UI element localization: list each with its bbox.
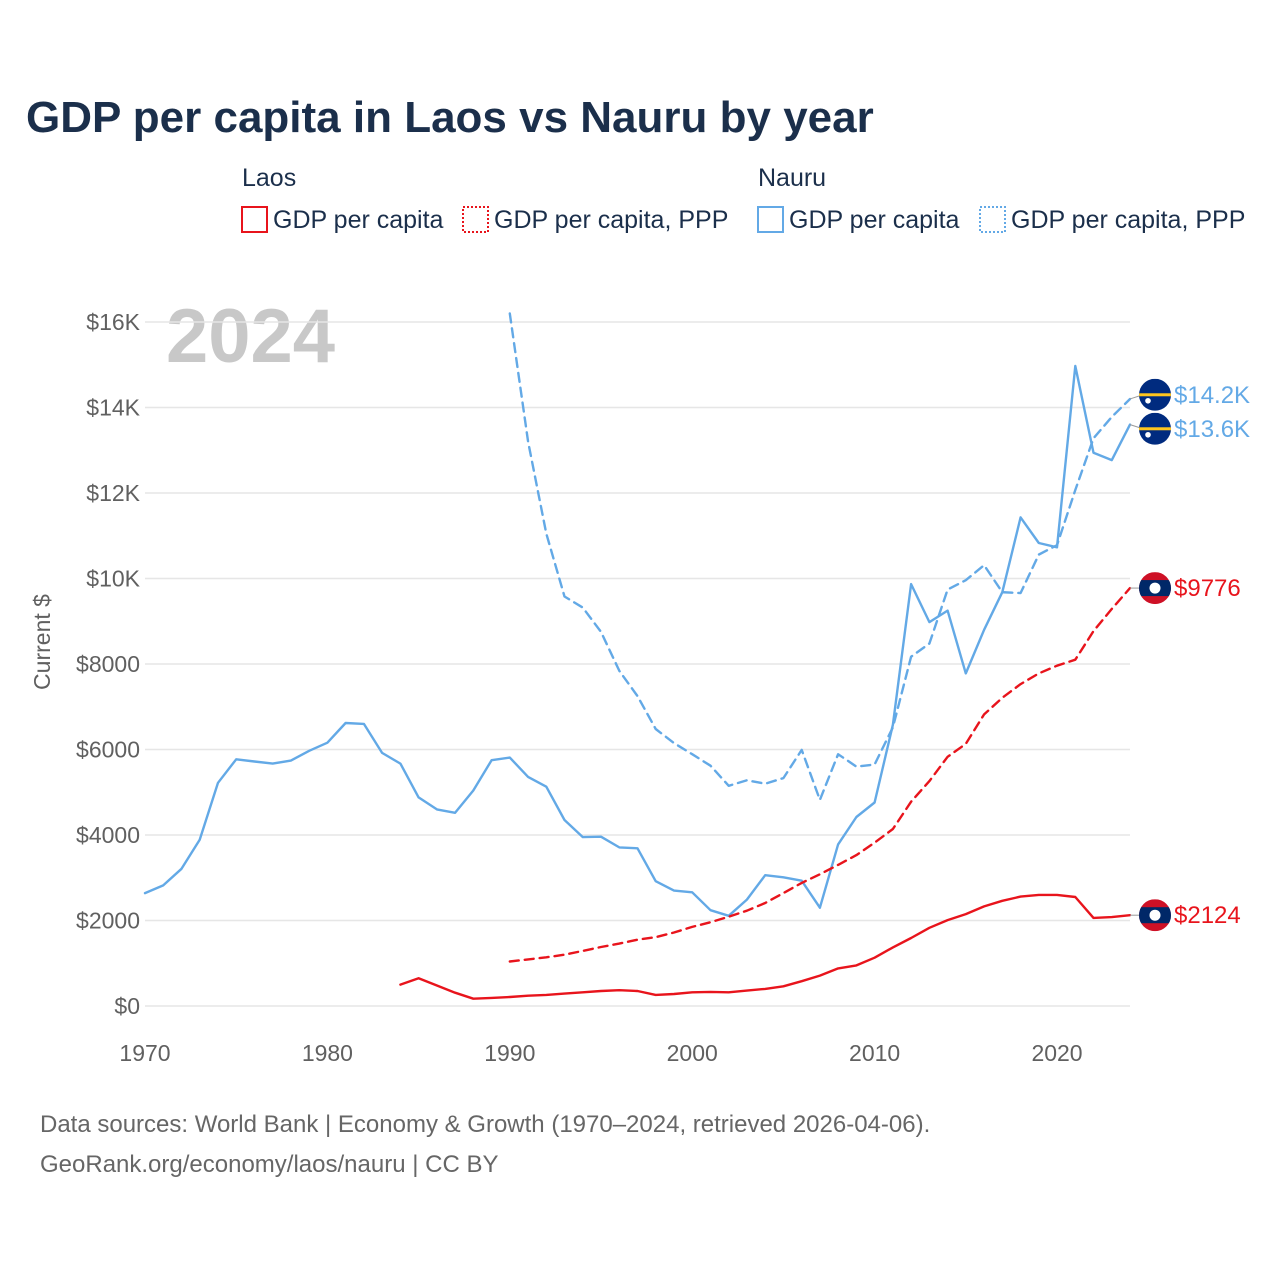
y-tick-label: $2000: [76, 908, 140, 934]
y-tick-label: $0: [114, 993, 140, 1019]
end-label-nauru-gdp: $13.6K: [1174, 416, 1250, 443]
legend-swatch-laos-gdp: [241, 206, 268, 233]
x-axis-ticks: 1970 1980 1990 2000 2010 2020: [119, 1040, 1082, 1066]
y-tick-label: $16K: [86, 309, 140, 335]
y-axis-label: Current $: [29, 594, 55, 690]
y-axis-ticks: $0 $2000 $4000 $6000 $8000 $10K $12K $14K $16K: [76, 309, 141, 1019]
series-line-nauru-gdp: [143, 364, 1132, 917]
x-tick-label: 1970: [119, 1040, 170, 1066]
y-tick-label: $8000: [76, 651, 140, 677]
legend-item-nauru-gdp: GDP per capita: [789, 206, 960, 234]
x-tick-label: 1980: [302, 1040, 353, 1066]
y-tick-label: $12K: [86, 480, 140, 506]
legend-swatch-laos-ppp: [462, 206, 489, 233]
grid-layer: [145, 321, 1130, 1007]
series-line-laos-ppp: [508, 586, 1132, 963]
legend-swatch-nauru-ppp: [979, 206, 1006, 233]
x-tick-label: 2010: [849, 1040, 900, 1066]
end-label-nauru-ppp: $14.2K: [1174, 382, 1250, 409]
series-layer: [143, 312, 1132, 1000]
flag-icon-nauru: [1139, 378, 1171, 411]
series-line-laos-gdp: [399, 893, 1132, 1000]
year-watermark: 2024: [166, 294, 335, 379]
x-tick-label: 1990: [484, 1040, 535, 1066]
flag-icon-laos: [1139, 572, 1171, 605]
x-tick-label: 2000: [667, 1040, 718, 1066]
y-tick-label: $10K: [86, 566, 140, 592]
chart-title: GDP per capita in Laos vs Nauru by year: [26, 93, 874, 142]
y-tick-label: $4000: [76, 822, 140, 848]
series-line-nauru-ppp: [508, 312, 1132, 802]
footer-attribution: GeoRank.org/economy/laos/nauru | CC BY: [40, 1151, 498, 1178]
legend-swatch-nauru-gdp: [757, 206, 784, 233]
legend-group-nauru: Nauru: [758, 164, 826, 192]
flag-icon-nauru: [1139, 412, 1171, 445]
end-markers: $14.2K $13.6K $9776 $2124: [1129, 378, 1250, 932]
legend-group-laos: Laos: [242, 164, 296, 192]
end-label-laos-gdp: $2124: [1174, 902, 1241, 929]
y-tick-label: $14K: [86, 395, 140, 421]
legend-item-laos-gdp: GDP per capita: [273, 206, 444, 234]
flag-icon-laos: [1139, 899, 1171, 932]
x-tick-label: 2020: [1031, 1040, 1082, 1066]
y-tick-label: $6000: [76, 737, 140, 763]
end-label-laos-ppp: $9776: [1174, 575, 1241, 602]
legend: Laos GDP per capita GDP per capita, PPP …: [241, 164, 1245, 234]
legend-item-laos-ppp: GDP per capita, PPP: [494, 206, 728, 234]
legend-item-nauru-ppp: GDP per capita, PPP: [1011, 206, 1245, 234]
footer-sources: Data sources: World Bank | Economy & Gro…: [40, 1111, 930, 1138]
